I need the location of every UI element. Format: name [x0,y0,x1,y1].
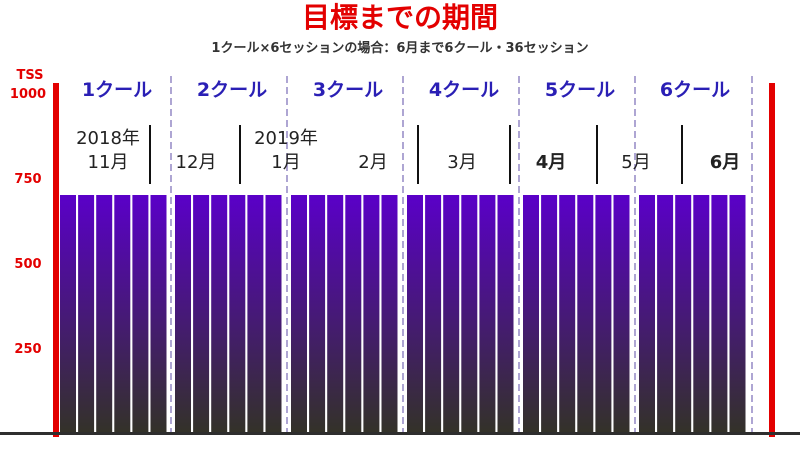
month-label: 12月 [176,152,217,173]
bar [96,195,113,433]
bar [425,195,442,433]
bar [461,195,478,433]
bar [497,195,514,433]
month-label: 6月 [710,152,741,173]
chart-title: 目標までの期間 [301,1,498,34]
left-boundary-line [53,83,59,437]
bar [150,195,167,433]
bar [229,195,246,433]
baseline [0,432,800,435]
bar [711,195,728,433]
chart-subtitle: 1クール×6セッションの場合：6月まで6クール・36セッション [211,41,589,56]
bar [78,195,95,433]
y-ticks: 250 500 750 1000 [10,87,46,357]
bar [247,195,264,433]
bar [309,195,326,433]
y-tick-label: 500 [14,257,41,272]
bar [175,195,191,433]
group-label: 5クール [545,79,615,101]
bar [595,195,612,433]
month-separators [149,125,683,184]
month-label: 11月 [88,152,129,173]
bar [729,195,746,433]
group-label: 3クール [313,79,383,101]
group-dividers [170,76,753,433]
bar [577,195,594,433]
month-label: 5月 [621,152,650,173]
bar [657,195,674,433]
bar [479,195,496,433]
month-label: 3月 [447,152,476,173]
month-label: 1月 [271,152,300,173]
bar [327,195,344,433]
month-label: 4月 [536,152,567,173]
group-label: 6クール [660,79,730,101]
bar [193,195,210,433]
group-label: 1クール [82,79,152,101]
bar [613,195,630,433]
bar [363,195,380,433]
bar [132,195,149,433]
bar [407,195,423,433]
y-tick-label: 1000 [10,87,46,102]
month-labels: 2018年 11月 12月 2019年 1月 2月 3月 4月 5月 6月 [76,128,740,173]
y-tick-label: 250 [14,342,41,357]
group-labels: 1クール 2クール 3クール 4クール 5クール 6クール [82,79,730,101]
bar [345,195,362,433]
y-tick-label: 750 [14,172,41,187]
group-label: 4クール [429,79,499,101]
bar [211,195,228,433]
bar [541,195,558,433]
y-axis-label: TSS [16,68,43,83]
bar [559,195,576,433]
right-boundary-line [769,83,775,437]
bar [265,195,282,433]
bar [291,195,307,433]
bar [523,195,539,433]
bar [675,195,692,433]
month-year-label: 2018年 [76,128,140,149]
bar [443,195,460,433]
group-label: 2クール [197,79,267,101]
bars [60,195,746,433]
bar [381,195,398,433]
bar [114,195,131,433]
month-label: 2月 [358,152,387,173]
bar [693,195,710,433]
month-year-label: 2019年 [254,128,318,149]
bar [60,195,76,433]
bar [639,195,655,433]
